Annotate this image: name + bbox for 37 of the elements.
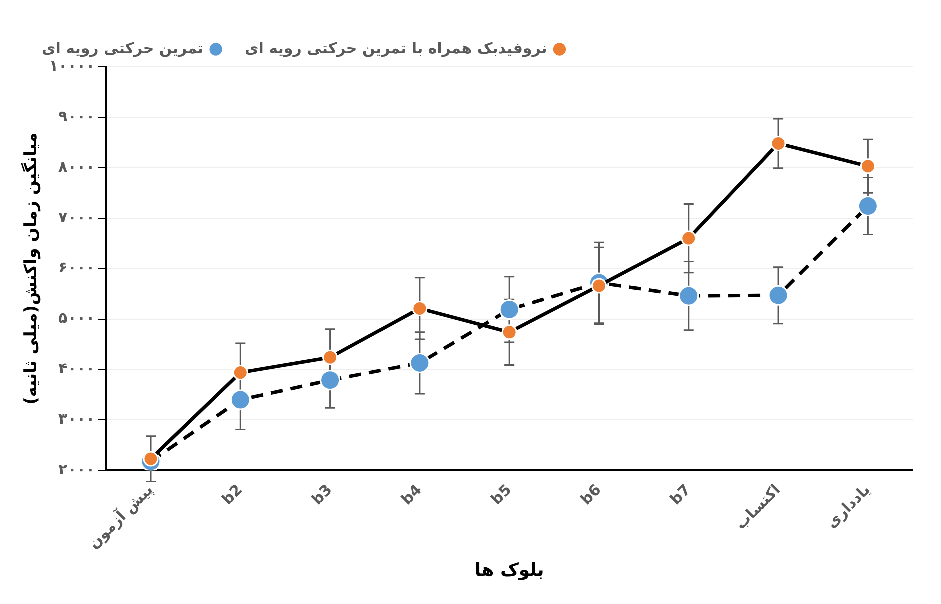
point — [499, 299, 520, 320]
point — [320, 370, 341, 391]
point — [230, 390, 251, 410]
point — [768, 285, 789, 306]
y-tick-label: ۵۰۰۰ — [58, 309, 96, 328]
x-tick-label: b2 — [218, 480, 246, 509]
x-tick-label: b7 — [666, 480, 694, 509]
y-tick-label: ۷۰۰۰ — [58, 208, 96, 226]
y-tick-label: ۱۰۰۰۰ — [49, 56, 96, 75]
x-tick-label: b6 — [577, 480, 605, 509]
point — [678, 286, 700, 306]
x-tick-label: b5 — [487, 480, 516, 509]
legend-label: تمرین حرکتی رویه ای — [42, 39, 204, 58]
y-tick-label: ۳۰۰۰ — [58, 410, 96, 428]
x-tick-label: یادداری — [822, 480, 874, 532]
point — [232, 365, 248, 381]
point — [322, 350, 338, 366]
point — [860, 158, 876, 174]
point — [858, 196, 878, 217]
x-tick-label: b4 — [398, 480, 426, 509]
point — [591, 278, 607, 294]
y-tick-label: ۶۰۰۰ — [58, 258, 96, 277]
y-tick-label: ۹۰۰۰ — [58, 107, 96, 126]
y-axis-title: میانگین زمان واکنش(میلی ثانیه) — [20, 132, 42, 405]
y-tick-label: ۸۰۰۰ — [58, 158, 96, 176]
y-tick-label: ۴۰۰۰ — [58, 360, 96, 378]
point — [770, 136, 786, 152]
point — [502, 324, 518, 340]
x-tick-label: b3 — [308, 480, 336, 509]
point — [681, 230, 697, 246]
legend-label: نروفیدبک همراه با تمرین حرکتی رویه ای — [245, 39, 548, 58]
x-tick-label: پیش آزمون — [84, 480, 157, 553]
x-axis-title: بلوک ها — [474, 560, 544, 581]
y-tick-label: ۲۰۰۰ — [58, 460, 96, 479]
x-tick-label: اکتساب — [732, 480, 784, 534]
point — [410, 352, 430, 374]
point — [412, 300, 428, 316]
